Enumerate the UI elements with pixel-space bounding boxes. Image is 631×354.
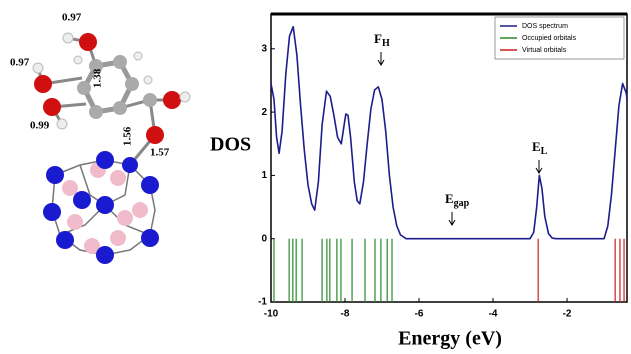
legend-label: Occupied orbitals bbox=[522, 35, 577, 42]
annotation-sub: H bbox=[382, 38, 390, 49]
annotation-main: F bbox=[374, 31, 382, 46]
annotation: EL bbox=[532, 139, 548, 157]
y-tick-label: -1 bbox=[258, 297, 267, 308]
annotation: FH bbox=[374, 31, 390, 49]
oxygens bbox=[34, 33, 181, 144]
legend-label: DOS spectrum bbox=[522, 23, 568, 30]
y-tick-label: 1 bbox=[261, 170, 267, 181]
bond-label: 0.97 bbox=[10, 57, 30, 69]
bond-label: 0.99 bbox=[30, 120, 50, 132]
bond-label: 1.38 bbox=[92, 68, 104, 88]
x-tick-label: -4 bbox=[489, 309, 498, 320]
annotation: Egap bbox=[445, 191, 470, 209]
annotation-main: E bbox=[445, 191, 454, 206]
molecule: 0.97 0.97 1.38 0.99 1.56 1.57 bbox=[10, 12, 190, 264]
bond-label: 1.56 bbox=[122, 126, 134, 146]
y-tick-label: 0 bbox=[261, 233, 267, 244]
figure: 0.97 0.97 1.38 0.99 1.56 1.57 -10123-10-… bbox=[0, 0, 631, 354]
x-tick-label: -6 bbox=[415, 309, 424, 320]
x-tick-label: -8 bbox=[341, 309, 350, 320]
x-tick-label: -10 bbox=[264, 309, 279, 320]
carbons bbox=[77, 55, 157, 119]
legend-label: Virtual orbitals bbox=[522, 47, 567, 54]
y-tick-label: 3 bbox=[261, 43, 267, 54]
x-axis-label: Energy (eV) bbox=[398, 328, 502, 350]
annotation-sub: L bbox=[541, 146, 548, 157]
x-tick-label: -2 bbox=[563, 309, 572, 320]
annotation-main: E bbox=[532, 139, 541, 154]
bond-label: 1.57 bbox=[150, 147, 170, 159]
annotation-sub: gap bbox=[454, 198, 470, 209]
y-tick-label: 2 bbox=[261, 107, 267, 118]
y-axis-label: DOS bbox=[210, 134, 251, 156]
bond-label: 0.97 bbox=[62, 12, 82, 24]
